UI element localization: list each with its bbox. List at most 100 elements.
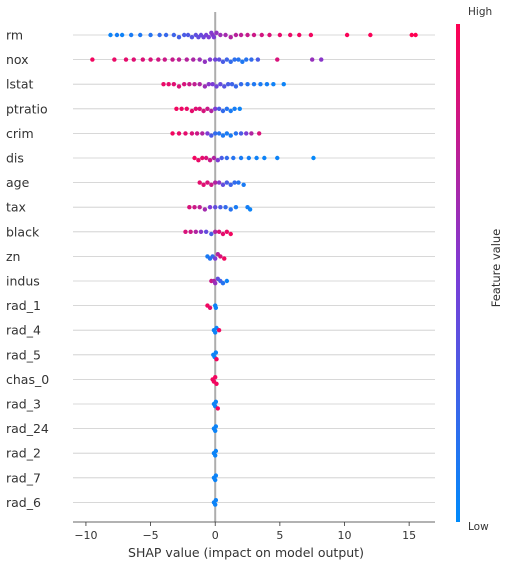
- point-nox-24: [249, 57, 254, 62]
- feature-labels: rm nox lstat ptratio crim dis age tax black zn ind…: [6, 28, 49, 510]
- point-ptratio-3: [189, 108, 195, 114]
- point-lstat-6: [192, 82, 197, 87]
- point-crim-0: [170, 131, 175, 136]
- colorbar: High Low Feature value: [456, 6, 503, 533]
- point-nox-19: [228, 59, 233, 64]
- x-tick-label--10: −10: [74, 529, 97, 542]
- colorbar-low-label: Low: [468, 521, 489, 533]
- feature-label-chas_0: chas_0: [6, 372, 49, 387]
- point-ptratio-1: [179, 106, 184, 112]
- point-rm-6: [157, 32, 162, 38]
- point-black-0: [183, 229, 188, 234]
- point-lstat-0: [161, 82, 166, 87]
- point-ptratio-4: [193, 106, 199, 112]
- point-rm-35: [308, 32, 314, 38]
- point-nox-4: [140, 57, 146, 62]
- point-crim-17: [256, 131, 262, 136]
- point-age-9: [232, 180, 237, 185]
- point-ptratio-14: [232, 106, 237, 112]
- point-rm-4: [138, 32, 143, 38]
- feature-label-rad_7: rad_7: [6, 470, 41, 485]
- point-ptratio-0: [174, 106, 179, 112]
- point-tax-6: [218, 205, 223, 210]
- point-tax-0: [187, 205, 192, 210]
- point-nox-9: [176, 57, 182, 62]
- point-dis-3: [203, 155, 209, 161]
- point-nox-16: [216, 57, 222, 62]
- x-tick-label-5: 5: [276, 529, 283, 542]
- point-lstat-12: [218, 82, 223, 87]
- point-lstat-10: [210, 82, 215, 87]
- point-ptratio-12: [224, 106, 230, 112]
- feature-label-tax: tax: [6, 200, 26, 215]
- point-nox-15: [213, 57, 218, 62]
- feature-label-rad_4: rad_4: [6, 323, 41, 338]
- feature-label-nox: nox: [6, 52, 29, 67]
- point-ptratio-10: [216, 106, 222, 112]
- point-rm-0: [108, 32, 113, 38]
- point-nox-2: [123, 57, 129, 62]
- point-rad_4-1: [213, 330, 218, 335]
- point-lstat-19: [251, 82, 257, 87]
- point-ptratio-6: [201, 108, 206, 114]
- point-rm-18: [206, 35, 211, 40]
- point-crim-14: [238, 131, 244, 136]
- point-dis-2: [200, 155, 205, 161]
- colorbar-title: Feature value: [489, 229, 503, 308]
- point-lstat-4: [181, 82, 187, 87]
- point-nox-3: [131, 57, 136, 62]
- point-rad_1-1: [207, 305, 213, 310]
- point-dis-6: [215, 158, 220, 163]
- x-tick-label-15: 15: [402, 529, 416, 542]
- point-dis-7: [219, 155, 224, 161]
- point-crim-10: [220, 133, 226, 138]
- x-axis: −10 −5 0 5 10 15: [73, 521, 435, 542]
- point-crim-16: [249, 131, 254, 136]
- point-dis-1: [196, 158, 201, 163]
- point-age-7: [224, 180, 230, 185]
- point-rm-8: [171, 32, 177, 38]
- point-tax-3: [202, 207, 208, 212]
- point-nox-28: [319, 57, 324, 62]
- point-ptratio-2: [184, 106, 189, 112]
- point-crim-11: [224, 131, 230, 136]
- shap-points: [90, 30, 418, 507]
- point-crim-13: [233, 131, 239, 136]
- point-rad_7-1: [213, 477, 218, 483]
- point-black-2: [193, 229, 199, 234]
- point-rad_4-3: [216, 328, 222, 333]
- point-crim-3: [189, 131, 195, 136]
- feature-label-lstat: lstat: [6, 77, 34, 92]
- feature-label-rad_1: rad_1: [6, 298, 41, 313]
- point-rm-28: [245, 32, 250, 38]
- point-nox-25: [255, 57, 261, 62]
- point-lstat-2: [171, 82, 177, 87]
- point-indus-2: [213, 281, 218, 286]
- point-crim-4: [194, 131, 200, 136]
- point-nox-27: [309, 57, 315, 62]
- colorbar-gradient: [456, 24, 460, 522]
- point-rad_2-1: [213, 453, 218, 458]
- point-nox-26: [275, 57, 280, 62]
- point-tax-1: [192, 205, 197, 210]
- point-black-1: [188, 229, 193, 234]
- feature-label-rm: rm: [6, 28, 23, 43]
- point-black-9: [224, 229, 230, 234]
- x-tick-label-0: 0: [212, 529, 219, 542]
- point-tax-11: [247, 207, 253, 212]
- point-crim-7: [209, 133, 214, 138]
- point-rm-38: [409, 32, 414, 38]
- point-dis-15: [311, 155, 316, 161]
- point-rm-3: [128, 32, 134, 38]
- point-ptratio-8: [209, 108, 214, 114]
- feature-label-ptratio: ptratio: [6, 101, 48, 116]
- point-nox-1: [112, 57, 117, 62]
- point-rm-23: [218, 32, 223, 38]
- point-age-11: [241, 182, 246, 187]
- point-ptratio-5: [197, 106, 202, 112]
- point-rm-36: [344, 32, 350, 38]
- point-rm-29: [251, 32, 257, 38]
- point-rm-11: [185, 32, 191, 38]
- point-rm-34: [297, 32, 302, 38]
- point-indus-5: [220, 281, 226, 286]
